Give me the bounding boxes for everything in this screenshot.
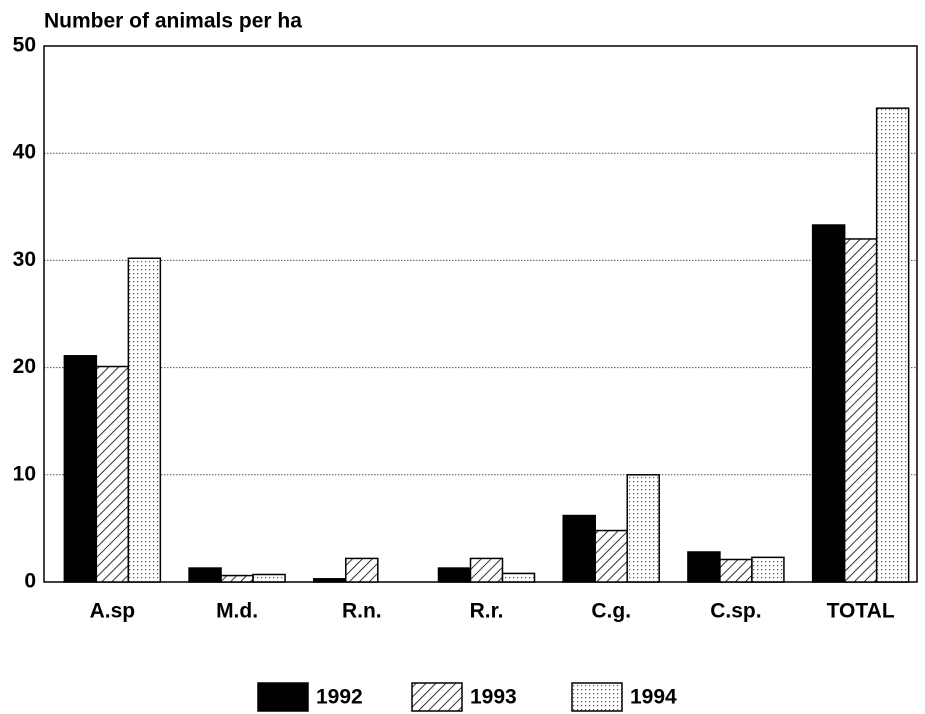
bar [469,557,504,583]
bar [751,556,785,583]
legend-swatch [571,682,623,712]
bar [63,355,98,583]
x-tick-label: TOTAL [827,600,895,623]
x-tick-label: C.g. [591,600,631,623]
bar [188,567,222,583]
bar [562,514,596,583]
bar [875,107,910,583]
bar [127,257,162,583]
x-tick-label: R.r. [470,600,504,623]
y-tick-label: 30 [13,248,36,271]
legend-label: 1992 [316,686,363,709]
y-tick-label: 40 [13,141,36,164]
bar [843,238,878,583]
legend-label: 1993 [470,686,517,709]
y-tick-label: 50 [13,34,36,57]
plot-frame [43,45,918,583]
x-tick-label: M.d. [216,600,258,623]
y-tick-label: 0 [24,570,36,593]
bar [501,572,536,583]
bar [626,474,660,583]
bar [594,529,628,583]
bar [811,224,846,583]
bar [687,551,721,583]
bar [719,558,753,583]
bar [437,567,472,583]
legend-swatch [257,682,309,712]
bar [252,573,286,583]
legend-label: 1994 [630,686,677,709]
x-tick-label: A.sp [90,600,136,623]
legend-swatch [411,682,463,712]
bar [95,365,130,583]
bar [345,557,379,583]
y-tick-label: 20 [13,355,36,378]
y-tick-label: 10 [13,462,36,485]
y-axis-label: Number of animals per ha [44,10,302,33]
bar [220,574,254,583]
x-tick-label: R.n. [342,600,382,623]
x-tick-label: C.sp. [710,600,761,623]
bar [313,578,347,583]
